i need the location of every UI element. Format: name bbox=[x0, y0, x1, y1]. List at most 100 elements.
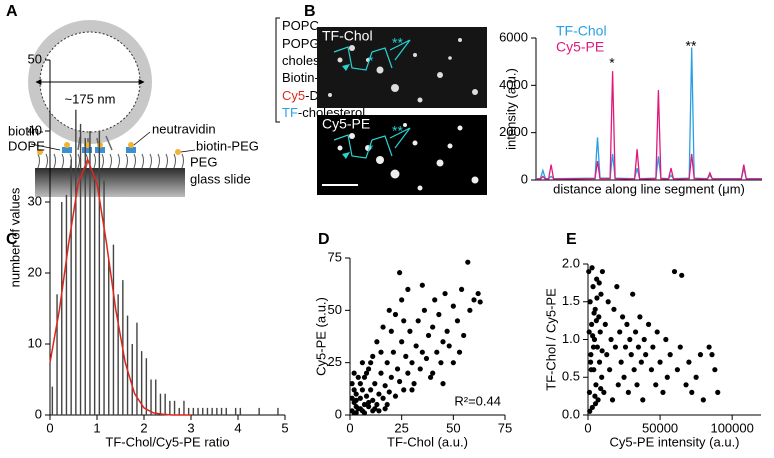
y-tick-label: 0 bbox=[335, 406, 342, 421]
x-tick-label: 3 bbox=[187, 420, 194, 435]
point bbox=[631, 367, 637, 373]
point bbox=[598, 385, 604, 392]
glass-slide bbox=[35, 168, 185, 197]
dye-name: TF bbox=[282, 105, 298, 120]
label: neutravidin bbox=[152, 121, 216, 136]
panel-label: B bbox=[304, 3, 316, 20]
lipid-name: POPG bbox=[282, 36, 320, 51]
point bbox=[594, 295, 600, 301]
bar bbox=[258, 407, 260, 415]
point bbox=[667, 352, 673, 358]
annotation: * bbox=[609, 55, 615, 71]
bar bbox=[79, 123, 82, 416]
point bbox=[361, 401, 368, 408]
point bbox=[471, 297, 477, 303]
point bbox=[421, 307, 427, 313]
marker: * bbox=[368, 53, 374, 69]
point bbox=[386, 307, 392, 313]
point bbox=[357, 381, 363, 387]
point bbox=[618, 359, 624, 365]
point bbox=[624, 321, 630, 327]
point bbox=[640, 397, 646, 403]
point bbox=[382, 406, 388, 412]
lipid: POPG bbox=[282, 36, 320, 51]
point bbox=[653, 382, 659, 388]
point bbox=[608, 336, 614, 343]
bar bbox=[159, 393, 162, 415]
point bbox=[378, 349, 384, 355]
bar bbox=[150, 379, 152, 415]
point bbox=[592, 393, 598, 399]
point bbox=[664, 374, 670, 380]
point bbox=[380, 395, 386, 401]
point bbox=[423, 355, 430, 362]
annotation: ** bbox=[686, 38, 697, 54]
peg-brush bbox=[37, 153, 184, 169]
y-axis-label: number of values bbox=[7, 187, 22, 287]
point bbox=[683, 382, 689, 388]
point bbox=[663, 336, 669, 343]
point bbox=[706, 344, 712, 350]
point bbox=[650, 344, 656, 350]
bar bbox=[70, 159, 72, 415]
micrograph: TF-Chol * ** bbox=[317, 27, 487, 108]
x-tick-label: 0 bbox=[346, 420, 353, 435]
point bbox=[590, 333, 596, 339]
point bbox=[351, 370, 357, 376]
x-tick-label: 0 bbox=[46, 420, 53, 435]
point bbox=[434, 349, 440, 355]
point bbox=[384, 360, 390, 366]
point bbox=[679, 272, 685, 278]
point bbox=[376, 391, 382, 397]
bar bbox=[136, 322, 138, 415]
point bbox=[637, 314, 643, 320]
point bbox=[353, 391, 359, 397]
point bbox=[366, 399, 372, 406]
bar bbox=[169, 400, 171, 415]
y-tick-label: 2.0 bbox=[562, 255, 580, 270]
point bbox=[686, 359, 692, 365]
point bbox=[359, 360, 365, 366]
y-tick-label: 10 bbox=[28, 335, 42, 350]
image-label: Cy5-PE bbox=[322, 116, 370, 132]
point bbox=[399, 339, 405, 345]
x-axis-label: Cy5-PE intensity (a.u.) bbox=[609, 434, 739, 449]
marker: ** bbox=[392, 35, 403, 51]
point bbox=[627, 336, 633, 343]
point bbox=[712, 367, 718, 373]
point bbox=[368, 360, 374, 366]
bar bbox=[277, 407, 279, 415]
point bbox=[630, 291, 636, 297]
point bbox=[602, 321, 608, 327]
bar bbox=[108, 258, 110, 415]
point bbox=[454, 318, 461, 324]
point bbox=[405, 286, 411, 292]
point bbox=[677, 344, 683, 350]
point bbox=[597, 329, 603, 335]
bar bbox=[112, 244, 115, 415]
point bbox=[417, 366, 423, 372]
image-label: TF-Chol bbox=[322, 28, 373, 44]
point bbox=[450, 303, 456, 309]
bar bbox=[197, 407, 199, 415]
point bbox=[401, 387, 407, 393]
bar bbox=[239, 407, 242, 415]
point bbox=[419, 282, 425, 288]
point bbox=[657, 359, 663, 365]
x-axis-label: TF-Chol/Cy5-PE ratio bbox=[105, 434, 229, 449]
bar bbox=[216, 407, 218, 415]
point bbox=[368, 387, 374, 393]
point bbox=[590, 284, 596, 290]
point bbox=[596, 280, 602, 286]
point bbox=[430, 370, 436, 376]
point bbox=[615, 382, 621, 388]
biotin bbox=[37, 149, 43, 155]
point bbox=[409, 360, 415, 366]
point bbox=[450, 360, 456, 366]
point bbox=[634, 382, 640, 388]
x-axis-label: TF-Chol (a.u.) bbox=[387, 434, 468, 449]
x-tick-label: 2 bbox=[140, 420, 147, 435]
y-tick-label: 2000 bbox=[499, 124, 528, 139]
x-tick-label: 1 bbox=[93, 420, 100, 435]
